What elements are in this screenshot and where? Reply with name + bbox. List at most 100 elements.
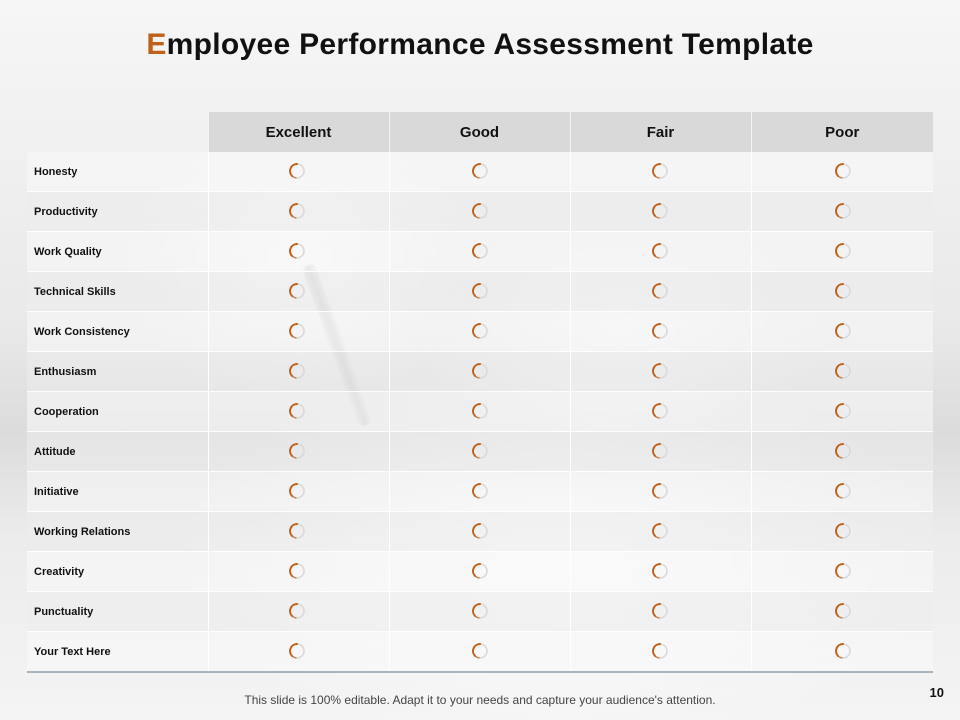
rating-cell-good (388, 231, 570, 272)
radio-button-icon[interactable] (288, 322, 306, 340)
title-text: mployee Performance Assessment Template (166, 28, 814, 61)
rating-cell-poor (750, 591, 933, 632)
rating-cell-poor (750, 271, 933, 312)
radio-button-icon[interactable] (471, 602, 489, 620)
radio-button-icon[interactable] (834, 242, 852, 260)
radio-button-icon[interactable] (834, 642, 852, 660)
rating-cell-fair (569, 271, 751, 312)
radio-button-icon[interactable] (651, 442, 669, 460)
radio-button-icon[interactable] (288, 562, 306, 580)
rating-cell-poor (750, 551, 933, 592)
rating-cell-poor (750, 152, 933, 192)
rating-cell-poor (750, 391, 933, 432)
rating-cell-fair (569, 591, 751, 632)
radio-button-icon[interactable] (471, 242, 489, 260)
radio-button-icon[interactable] (651, 322, 669, 340)
radio-button-icon[interactable] (834, 482, 852, 500)
radio-button-icon[interactable] (288, 402, 306, 420)
rating-cell-excellent (207, 591, 389, 632)
table-row: Cooperation (27, 391, 933, 432)
row-label: Honesty (27, 152, 208, 192)
radio-button-icon[interactable] (834, 442, 852, 460)
rating-cell-good (388, 311, 570, 352)
table-row: Enthusiasm (27, 351, 933, 392)
radio-button-icon[interactable] (288, 362, 306, 380)
rating-cell-good (388, 391, 570, 432)
radio-button-icon[interactable] (834, 522, 852, 540)
rating-cell-fair (569, 551, 751, 592)
radio-button-icon[interactable] (471, 402, 489, 420)
table-row: Initiative (27, 471, 933, 512)
radio-button-icon[interactable] (288, 602, 306, 620)
radio-button-icon[interactable] (834, 402, 852, 420)
rating-cell-fair (569, 191, 751, 232)
rating-cell-excellent (207, 351, 389, 392)
radio-button-icon[interactable] (651, 642, 669, 660)
column-header-poor: Poor (750, 112, 933, 152)
radio-button-icon[interactable] (651, 202, 669, 220)
rating-cell-poor (750, 351, 933, 392)
radio-button-icon[interactable] (471, 202, 489, 220)
radio-button-icon[interactable] (471, 562, 489, 580)
rating-cell-excellent (207, 511, 389, 552)
row-label: Technical Skills (27, 271, 208, 312)
radio-button-icon[interactable] (651, 362, 669, 380)
rating-cell-fair (569, 311, 751, 352)
rating-cell-excellent (207, 551, 389, 592)
rating-cell-excellent (207, 271, 389, 312)
radio-button-icon[interactable] (651, 562, 669, 580)
rating-cell-fair (569, 231, 751, 272)
row-label: Enthusiasm (27, 351, 208, 392)
radio-button-icon[interactable] (471, 642, 489, 660)
rating-cell-good (388, 152, 570, 192)
radio-button-icon[interactable] (651, 282, 669, 300)
rating-cell-poor (750, 431, 933, 472)
radio-button-icon[interactable] (471, 322, 489, 340)
table-row: Working Relations (27, 511, 933, 552)
radio-button-icon[interactable] (288, 522, 306, 540)
radio-button-icon[interactable] (834, 602, 852, 620)
radio-button-icon[interactable] (288, 282, 306, 300)
rating-cell-good (388, 511, 570, 552)
row-label: Attitude (27, 431, 208, 472)
radio-button-icon[interactable] (651, 162, 669, 180)
radio-button-icon[interactable] (651, 242, 669, 260)
radio-button-icon[interactable] (834, 362, 852, 380)
radio-button-icon[interactable] (288, 242, 306, 260)
radio-button-icon[interactable] (288, 162, 306, 180)
radio-button-icon[interactable] (651, 402, 669, 420)
column-header-excellent: Excellent (207, 112, 389, 152)
table-row: Punctuality (27, 591, 933, 632)
radio-button-icon[interactable] (288, 202, 306, 220)
table-row: Creativity (27, 551, 933, 592)
radio-button-icon[interactable] (471, 162, 489, 180)
radio-button-icon[interactable] (834, 282, 852, 300)
radio-button-icon[interactable] (288, 442, 306, 460)
radio-button-icon[interactable] (834, 322, 852, 340)
rating-cell-excellent (207, 391, 389, 432)
radio-button-icon[interactable] (651, 602, 669, 620)
radio-button-icon[interactable] (471, 282, 489, 300)
radio-button-icon[interactable] (834, 162, 852, 180)
radio-button-icon[interactable] (471, 442, 489, 460)
radio-button-icon[interactable] (471, 482, 489, 500)
rating-cell-fair (569, 431, 751, 472)
radio-button-icon[interactable] (471, 522, 489, 540)
rating-cell-good (388, 271, 570, 312)
rating-cell-fair (569, 391, 751, 432)
row-label: Punctuality (27, 591, 208, 632)
radio-button-icon[interactable] (834, 562, 852, 580)
table-row: Work Quality (27, 231, 933, 272)
radio-button-icon[interactable] (834, 202, 852, 220)
row-label: Your Text Here (27, 631, 208, 673)
radio-button-icon[interactable] (288, 642, 306, 660)
rating-cell-poor (750, 511, 933, 552)
radio-button-icon[interactable] (288, 482, 306, 500)
table-row: Attitude (27, 431, 933, 472)
radio-button-icon[interactable] (471, 362, 489, 380)
row-label: Initiative (27, 471, 208, 512)
radio-button-icon[interactable] (651, 482, 669, 500)
footer-note: This slide is 100% editable. Adapt it to… (244, 693, 716, 707)
rating-cell-fair (569, 152, 751, 192)
radio-button-icon[interactable] (651, 522, 669, 540)
